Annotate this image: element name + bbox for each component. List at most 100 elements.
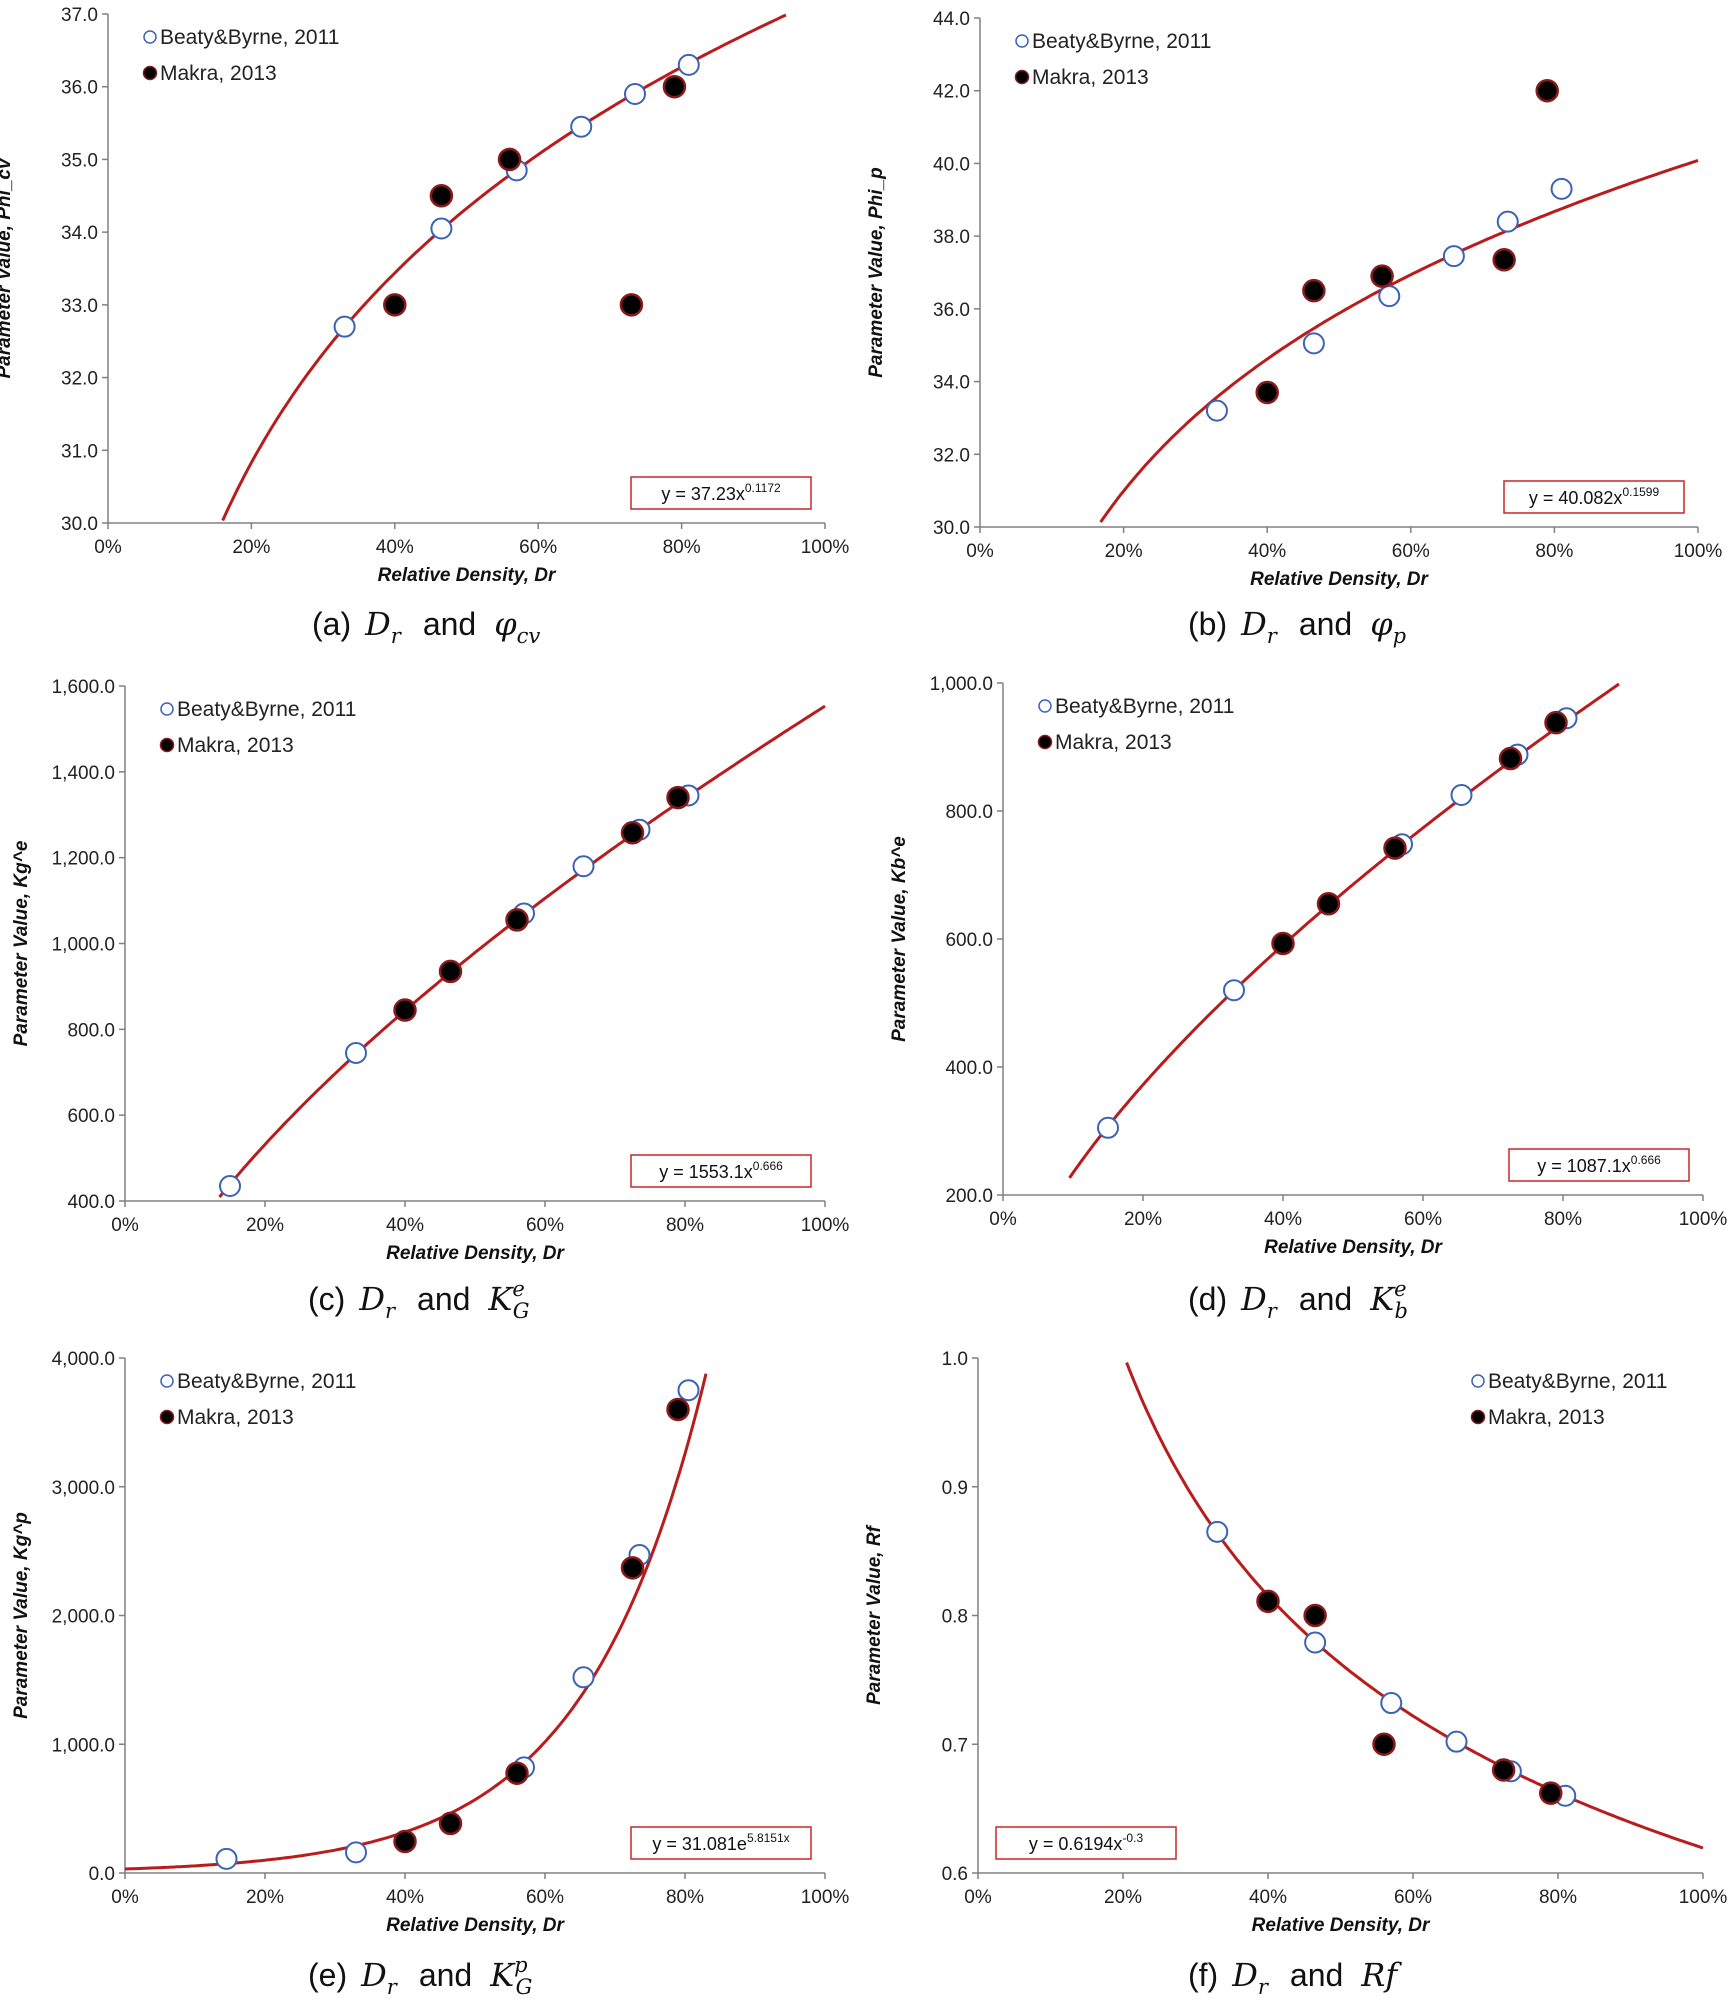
data-point-open xyxy=(219,1174,241,1197)
data-point-filled xyxy=(1492,248,1516,272)
y-axis-title: Parameter Value, Kg^p xyxy=(11,1512,32,1719)
data-point-filled xyxy=(1370,264,1394,288)
x-tick-label: 0% xyxy=(94,537,122,558)
legend-marker-filled xyxy=(1037,734,1053,750)
y-tick-label: 400.0 xyxy=(67,1192,115,1213)
equation-base: y = 1553.1x xyxy=(659,1162,753,1182)
y-tick-label: 35.0 xyxy=(61,150,98,171)
y-axis-title: Parameter Value, Rf xyxy=(864,1524,885,1704)
data-point-open xyxy=(623,82,646,105)
x-tick-label: 60% xyxy=(526,1887,564,1908)
data-point-open xyxy=(215,1847,238,1870)
data-point-filled xyxy=(1544,710,1568,735)
caption-x-variable: D xyxy=(360,1956,387,1994)
equation-base: y = 37.23x xyxy=(661,484,745,504)
y-tick-label: 0.7 xyxy=(942,1735,968,1756)
series-beaty-byrne xyxy=(1097,707,1578,1139)
caption-x-subscript: r xyxy=(1258,1975,1270,1999)
caption-y-variable: K xyxy=(487,1280,514,1318)
x-axis-title: Relative Density, Dr xyxy=(1250,569,1429,590)
equation-text: y = 37.23x0.1172 xyxy=(661,481,781,504)
caption-y-superscript: p xyxy=(514,1953,527,1977)
data-point-open xyxy=(677,53,700,76)
chart-panel-d: 200.0 400.0 600.0 800.0 1,000.0 0% 20% 40% 60% 80… xyxy=(889,674,1727,1323)
caption-connector: and xyxy=(417,1281,470,1317)
chart-panel-b: 30.0 32.0 34.0 36.0 38.0 40.0 42.0 44.0 0% 20% 40%… xyxy=(866,9,1722,648)
data-point-filled xyxy=(666,1397,690,1422)
y-tick-label: 44.0 xyxy=(933,9,970,30)
legend-label: Makra, 2013 xyxy=(1055,731,1172,754)
equation-base: y = 1087.1x xyxy=(1537,1156,1631,1176)
equation-text: y = 40.082x0.1599 xyxy=(1529,485,1660,508)
legend-label: Beaty&Byrne, 2011 xyxy=(177,698,356,721)
legend-marker-filled xyxy=(1014,69,1030,85)
x-tick-label: 40% xyxy=(386,1215,424,1236)
x-tick-label: 60% xyxy=(1392,541,1430,562)
x-axis-title: Relative Density, Dr xyxy=(1264,1237,1443,1258)
caption-x-variable: D xyxy=(1231,1956,1258,1994)
equation-box xyxy=(630,476,812,510)
y-tick-label: 32.0 xyxy=(933,445,970,466)
data-point-filled xyxy=(662,74,687,99)
caption-x-variable: D xyxy=(358,1280,385,1318)
y-tick-label: 36.0 xyxy=(61,78,98,99)
data-point-filled xyxy=(438,1811,463,1836)
legend: Beaty&Byrne, 2011 Makra, 2013 xyxy=(1037,695,1234,754)
y-tick-label: 0.6 xyxy=(942,1864,968,1885)
caption-label: (a) xyxy=(312,606,351,642)
caption-connector: and xyxy=(423,606,476,642)
legend: Beaty&Byrne, 2011 Makra, 2013 xyxy=(159,1370,356,1429)
equation-text: y = 0.6194x-0.3 xyxy=(1029,1831,1144,1854)
x-tick-label: 80% xyxy=(666,1887,704,1908)
data-point-open xyxy=(1302,332,1325,355)
x-tick-label: 80% xyxy=(663,537,701,558)
legend-marker-open xyxy=(160,702,174,716)
y-tick-label: 30.0 xyxy=(933,518,970,539)
x-tick-label: 60% xyxy=(1404,1209,1442,1230)
equation-exponent: 5.8151x xyxy=(747,1831,790,1845)
x-tick-label: 40% xyxy=(1249,1887,1287,1908)
fit-equation: y = 40.082x0.1599 xyxy=(1503,480,1685,514)
series-beaty-byrne xyxy=(219,784,700,1197)
caption-x-variable: D xyxy=(364,605,391,643)
y-tick-label: 3,000.0 xyxy=(52,1478,115,1499)
fit-curve xyxy=(1068,682,1620,1179)
equation-exponent: 0.666 xyxy=(1631,1153,1661,1167)
equation-text: y = 1553.1x0.666 xyxy=(659,1159,783,1182)
panel-caption: (c) Dr and Ke G xyxy=(308,1277,530,1323)
caption-y-subscript: b xyxy=(1395,1299,1408,1323)
y-tick-label: 2,000.0 xyxy=(52,1607,115,1628)
data-point-open xyxy=(572,1666,595,1689)
series-makra xyxy=(393,785,690,1022)
series-makra xyxy=(1256,1589,1563,1805)
series-beaty-byrne xyxy=(1205,177,1573,422)
caption-y-subscript: cv xyxy=(517,624,541,648)
x-tick-label: 80% xyxy=(1539,1887,1577,1908)
x-tick-label: 20% xyxy=(232,537,270,558)
equation-text: y = 1087.1x0.666 xyxy=(1537,1153,1661,1176)
series-beaty-byrne xyxy=(215,1379,700,1870)
data-point-filled xyxy=(429,184,454,208)
x-tick-label: 20% xyxy=(1105,541,1143,562)
x-tick-label: 100% xyxy=(1674,541,1723,562)
data-point-open xyxy=(1206,1520,1229,1543)
x-tick-label: 100% xyxy=(1679,1209,1728,1230)
y-tick-label: 34.0 xyxy=(933,373,970,394)
data-point-filled xyxy=(1491,1758,1516,1782)
caption-label: (c) xyxy=(308,1281,345,1317)
y-tick-label: 800.0 xyxy=(67,1020,115,1041)
panel-caption: (f) Dr and Rf xyxy=(1188,1956,1402,1999)
caption-y-subscript: p xyxy=(1393,624,1406,648)
caption-x-subscript: r xyxy=(385,1299,397,1323)
equation-base: y = 0.6194x xyxy=(1029,1834,1123,1854)
equation-exponent: 0.1599 xyxy=(1622,485,1659,499)
y-tick-label: 200.0 xyxy=(945,1186,993,1207)
chart-panel-c: 400.0 600.0 800.0 1,000.0 1,200.0 1,400.0 1,60… xyxy=(11,677,849,1323)
x-tick-label: 0% xyxy=(964,1887,992,1908)
data-point-open xyxy=(430,217,453,240)
equation-exponent: -0.3 xyxy=(1122,1831,1143,1845)
caption-x-subscript: r xyxy=(1267,1299,1279,1323)
data-point-filled xyxy=(1539,1781,1563,1805)
data-point-open xyxy=(1304,1631,1327,1654)
x-tick-label: 80% xyxy=(666,1215,704,1236)
